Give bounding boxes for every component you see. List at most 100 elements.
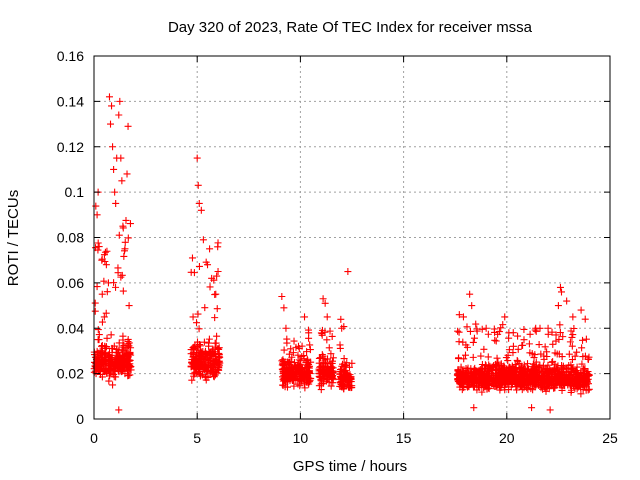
data-point bbox=[279, 381, 287, 389]
y-tick-label: 0.12 bbox=[57, 139, 84, 155]
data-point bbox=[296, 382, 304, 390]
data-point bbox=[477, 352, 485, 360]
data-point bbox=[492, 382, 500, 390]
data-point bbox=[124, 340, 132, 348]
data-point bbox=[495, 379, 503, 387]
y-tick-label: 0 bbox=[76, 411, 84, 427]
data-point bbox=[318, 330, 326, 338]
data-point bbox=[279, 356, 287, 364]
data-point bbox=[526, 330, 534, 338]
data-point bbox=[542, 384, 550, 392]
data-point bbox=[570, 324, 578, 332]
data-point bbox=[102, 349, 110, 357]
data-point bbox=[558, 353, 566, 361]
data-point bbox=[196, 357, 204, 365]
data-point bbox=[102, 343, 110, 351]
data-point bbox=[117, 154, 125, 162]
data-point bbox=[329, 379, 337, 387]
data-point bbox=[338, 375, 346, 383]
data-point bbox=[189, 313, 197, 321]
data-point bbox=[559, 381, 567, 389]
data-point bbox=[113, 348, 121, 356]
data-point bbox=[484, 330, 492, 338]
data-point bbox=[531, 362, 539, 370]
data-point bbox=[317, 380, 325, 388]
data-point bbox=[123, 170, 131, 178]
data-point bbox=[338, 324, 346, 332]
data-point bbox=[105, 93, 113, 101]
data-point bbox=[326, 327, 334, 335]
data-point bbox=[122, 216, 130, 224]
data-point bbox=[573, 373, 581, 381]
data-point bbox=[305, 329, 313, 337]
data-point bbox=[491, 372, 499, 380]
data-point bbox=[124, 234, 132, 242]
data-point bbox=[95, 243, 103, 251]
data-point bbox=[319, 295, 327, 303]
data-point bbox=[213, 272, 221, 280]
y-tick-label: 0.16 bbox=[57, 48, 84, 64]
data-point bbox=[573, 348, 581, 356]
x-tick-labels: 0 5 10 15 20 25 bbox=[90, 430, 618, 446]
data-point bbox=[290, 337, 298, 345]
data-point bbox=[212, 290, 220, 298]
data-point bbox=[321, 299, 329, 307]
data-point bbox=[455, 354, 463, 362]
data-point bbox=[278, 292, 286, 300]
data-point bbox=[212, 343, 220, 351]
data-point bbox=[553, 375, 561, 383]
data-point bbox=[284, 359, 292, 367]
y-tick-label: 0.04 bbox=[57, 320, 84, 336]
data-point bbox=[98, 342, 106, 350]
data-point bbox=[581, 315, 589, 323]
data-point bbox=[340, 355, 348, 363]
data-point bbox=[459, 338, 467, 346]
data-point bbox=[189, 352, 197, 360]
data-point bbox=[518, 373, 526, 381]
data-point bbox=[194, 181, 202, 189]
data-point bbox=[327, 382, 335, 390]
data-point bbox=[213, 332, 221, 340]
data-point bbox=[579, 353, 587, 361]
data-point bbox=[94, 336, 102, 344]
data-point bbox=[545, 378, 553, 386]
data-point bbox=[509, 349, 517, 357]
data-point bbox=[572, 367, 580, 375]
data-point bbox=[466, 290, 474, 298]
data-point bbox=[100, 368, 108, 376]
data-point bbox=[541, 375, 549, 383]
data-point bbox=[205, 335, 213, 343]
data-point bbox=[563, 297, 571, 305]
data-point bbox=[280, 346, 288, 354]
data-point bbox=[100, 277, 108, 285]
data-point bbox=[301, 313, 309, 321]
data-point bbox=[567, 386, 575, 394]
data-point bbox=[197, 371, 205, 379]
data-point bbox=[454, 327, 462, 335]
data-point bbox=[553, 350, 561, 358]
data-point bbox=[305, 375, 313, 383]
data-point bbox=[321, 328, 329, 336]
data-point bbox=[501, 375, 509, 383]
data-point bbox=[279, 362, 287, 370]
data-point bbox=[206, 245, 214, 253]
data-point bbox=[208, 274, 216, 282]
data-point bbox=[323, 336, 331, 344]
data-point bbox=[98, 290, 106, 298]
x-tick-label: 0 bbox=[90, 430, 98, 446]
data-point bbox=[556, 329, 564, 337]
data-point bbox=[323, 313, 331, 321]
data-point bbox=[126, 220, 134, 228]
data-point bbox=[202, 372, 210, 380]
data-point bbox=[582, 335, 590, 343]
data-point bbox=[518, 380, 526, 388]
data-point bbox=[103, 288, 111, 296]
data-point bbox=[127, 344, 135, 352]
chart-title: Day 320 of 2023, Rate Of TEC Index for r… bbox=[168, 19, 533, 36]
data-point bbox=[491, 328, 499, 336]
data-point bbox=[303, 361, 311, 369]
data-point bbox=[108, 351, 116, 359]
data-point bbox=[320, 368, 328, 376]
data-point bbox=[206, 283, 214, 291]
data-point bbox=[337, 315, 345, 323]
